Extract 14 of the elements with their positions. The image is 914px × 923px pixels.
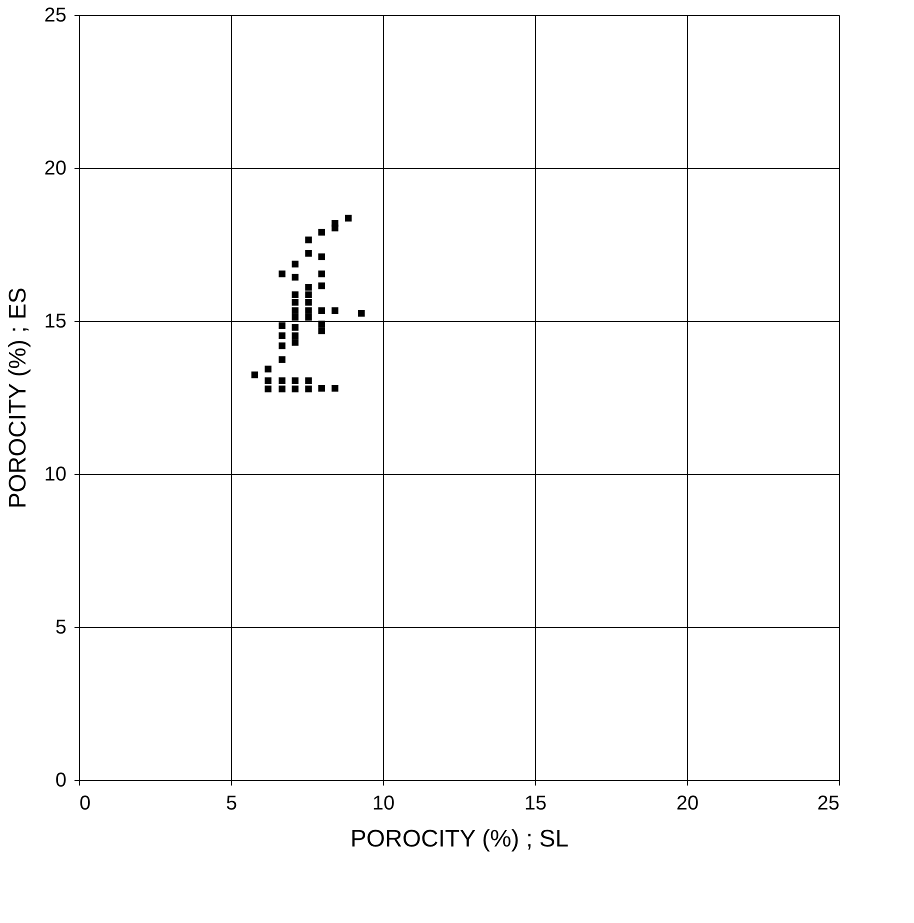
y-tick-label: 15	[44, 310, 66, 332]
x-tick-label: 10	[372, 792, 395, 814]
y-tick-label: 5	[55, 616, 66, 638]
y-axis-title: POROCITY (%) ; ES	[4, 288, 32, 508]
x-tick-label: 5	[226, 792, 238, 814]
y-tick-label: 20	[44, 158, 66, 180]
x-axis-title: POROCITY (%) ; SL	[350, 826, 569, 852]
y-tick-label: 25	[44, 4, 66, 26]
x-tick-label: 0	[80, 792, 91, 814]
x-tick-label: 20	[676, 792, 699, 814]
x-tick-label: 15	[524, 792, 547, 814]
x-tick-label: 25	[817, 792, 840, 814]
y-tick-label: 10	[44, 464, 66, 486]
y-tick-label: 0	[55, 770, 66, 792]
